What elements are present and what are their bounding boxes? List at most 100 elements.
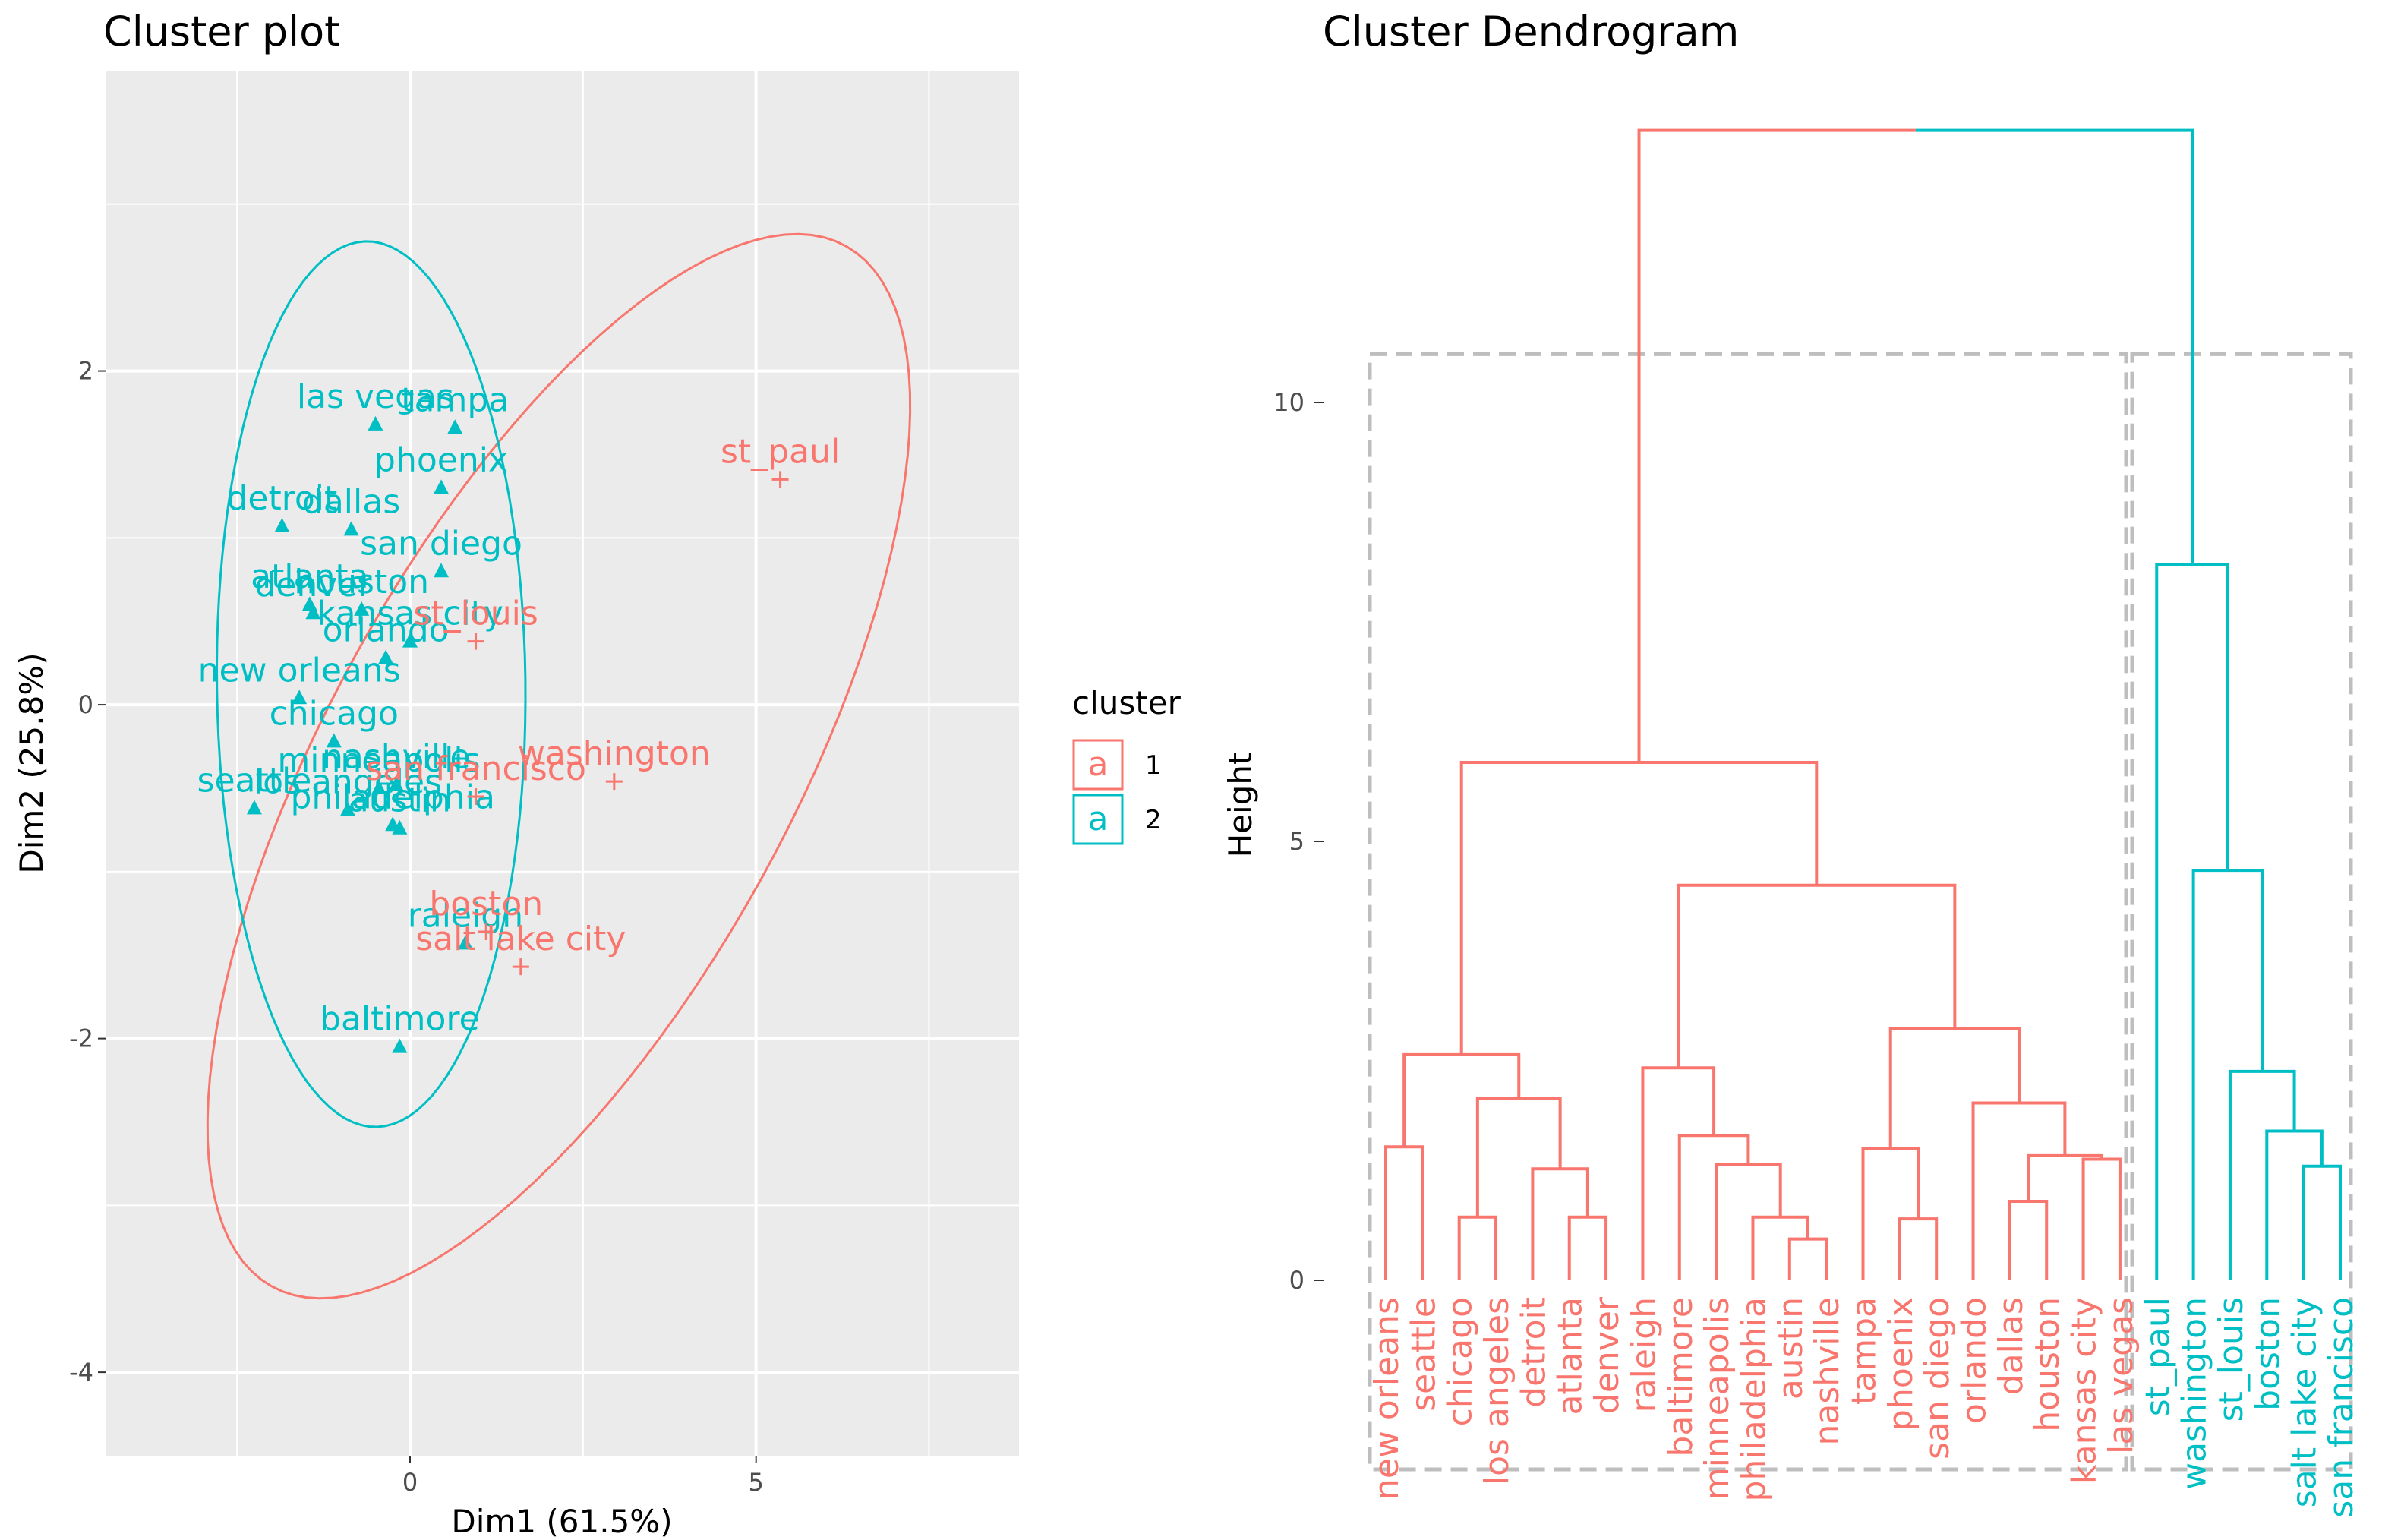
cluster-plot-panel (106, 71, 1019, 1456)
point-label: detroit (227, 479, 338, 518)
legend-title: cluster (1072, 684, 1182, 721)
cluster-plot-ticks: 0 5 2 0 -2 -4 (69, 357, 764, 1497)
dendrogram-branch (2081, 1157, 2122, 1280)
dendrogram-branch (1402, 1052, 1521, 1147)
dendrogram-branch (1637, 128, 1916, 762)
dendrogram: Cluster Dendrogram 0 5 10 new orleansseatt… (1222, 8, 2361, 1518)
dendrogram-branch (1475, 1097, 1562, 1217)
leaf-label: boston (2248, 1297, 2287, 1411)
leaf-label: dallas (1992, 1297, 2030, 1395)
x-tick-label: 0 (402, 1468, 418, 1497)
legend-key (1072, 739, 1124, 791)
dendrogram-branch (1861, 1147, 1920, 1280)
point-triangle (343, 521, 359, 536)
point-label: orlando (323, 611, 450, 650)
point-triangle (388, 776, 404, 791)
height-tick-label: 0 (1289, 1266, 1305, 1295)
dendrogram-branch (1677, 1134, 1750, 1280)
point-triangle (305, 604, 321, 620)
y-tick-label: 0 (78, 690, 93, 719)
dendrogram-branch (1888, 1027, 2021, 1149)
dendrogram-branch (2008, 1199, 2049, 1280)
leaf-label: atlanta (1551, 1297, 1590, 1415)
leaf-label: washington (2175, 1297, 2214, 1490)
height-tick-label: 10 (1273, 388, 1305, 417)
dendrogram-branch (1915, 128, 2194, 565)
point-triangle (339, 801, 355, 816)
point-triangle (378, 649, 394, 664)
point-triangle (292, 690, 308, 705)
dendrogram-branch (1384, 1145, 1424, 1280)
dendrogram-branch (1567, 1215, 1608, 1280)
leaf-label: chicago (1441, 1297, 1480, 1426)
leaf-label: philadelphia (1734, 1297, 1773, 1501)
point-label: denver (254, 566, 372, 604)
leaf-label: houston (2028, 1297, 2067, 1432)
dendrogram-branch (1677, 883, 1957, 1068)
leaf-label: raleigh (1624, 1297, 1663, 1412)
point-plus (478, 923, 495, 940)
y-axis-title: Dim2 (25.8%) (13, 652, 50, 873)
point-label: new orleans (198, 651, 401, 690)
dendrogram-tree (1384, 128, 2342, 1280)
point-label: nashville (322, 738, 470, 777)
point-plus (605, 773, 623, 791)
point-triangle (326, 733, 342, 748)
dendrogram-branch (1459, 760, 1819, 1055)
y-tick-label: -2 (69, 1024, 93, 1053)
point-label: washington (518, 734, 711, 773)
legend-glyph: a (1088, 745, 1109, 784)
cluster-1-ellipse (206, 232, 912, 1300)
leaf-label: los angeles (1478, 1297, 1516, 1485)
point-label: raleigh (408, 896, 523, 935)
leaf-label: seattle (1404, 1297, 1443, 1412)
legend-label: 2 (1145, 805, 1162, 835)
point-label: san diego (360, 524, 522, 563)
cluster-plot-title: Cluster plot (103, 8, 340, 55)
point-label: dallas (302, 482, 400, 521)
leaf-label: san francisco (2322, 1297, 2361, 1518)
dendrogram-branch (1457, 1215, 1498, 1280)
point-label: seattle (197, 761, 312, 800)
leaf-label: baltimore (1661, 1297, 1700, 1457)
legend-items: a 1 a 2 (1072, 739, 1162, 845)
point-triangle (274, 517, 290, 532)
leaf-label: kansas city (2065, 1297, 2104, 1484)
point-label: boston (429, 885, 543, 923)
point-label: st_louis (413, 595, 538, 633)
cluster-legend: cluster a 1 a 2 (1072, 684, 1182, 845)
point-label: salt lake city (415, 920, 626, 958)
cluster-ellipses (206, 232, 912, 1300)
point-plus (467, 787, 484, 805)
leaf-label: new orleans (1368, 1297, 1406, 1500)
point-label: san francisco (365, 749, 586, 788)
leaf-label: detroit (1514, 1297, 1553, 1408)
leaf-label: st_louis (2212, 1297, 2251, 1422)
point-label: phoenix (374, 440, 508, 479)
leaf-label: nashville (1808, 1297, 1847, 1445)
dendrogram-branch (1898, 1217, 1939, 1280)
point-label: los angeles (254, 763, 442, 802)
leaf-label: san diego (1918, 1297, 1957, 1460)
dendrogram-branch (1787, 1237, 1828, 1280)
point-label: baltimore (320, 1000, 480, 1039)
dendrogram-branch (1531, 1167, 1589, 1280)
dendrogram-branch (1641, 1066, 1716, 1280)
leaf-label: salt lake city (2286, 1297, 2324, 1507)
leaf-label: las vegas (2102, 1297, 2141, 1454)
dendrogram-branch (2302, 1164, 2342, 1280)
point-triangle (371, 779, 386, 794)
point-label: atlanta (251, 557, 369, 596)
point-plus (467, 633, 484, 650)
point-label: las vegas (297, 377, 454, 416)
point-label: tampa (401, 380, 509, 419)
height-tick-label: 5 (1289, 827, 1305, 856)
point-label: st_paul (721, 432, 840, 471)
y-tick-label: 2 (78, 357, 93, 386)
point-triangle (447, 419, 463, 434)
dendrogram-branch (2191, 869, 2264, 1280)
leaf-label: st_paul (2138, 1297, 2177, 1416)
point-triangle (402, 633, 418, 648)
